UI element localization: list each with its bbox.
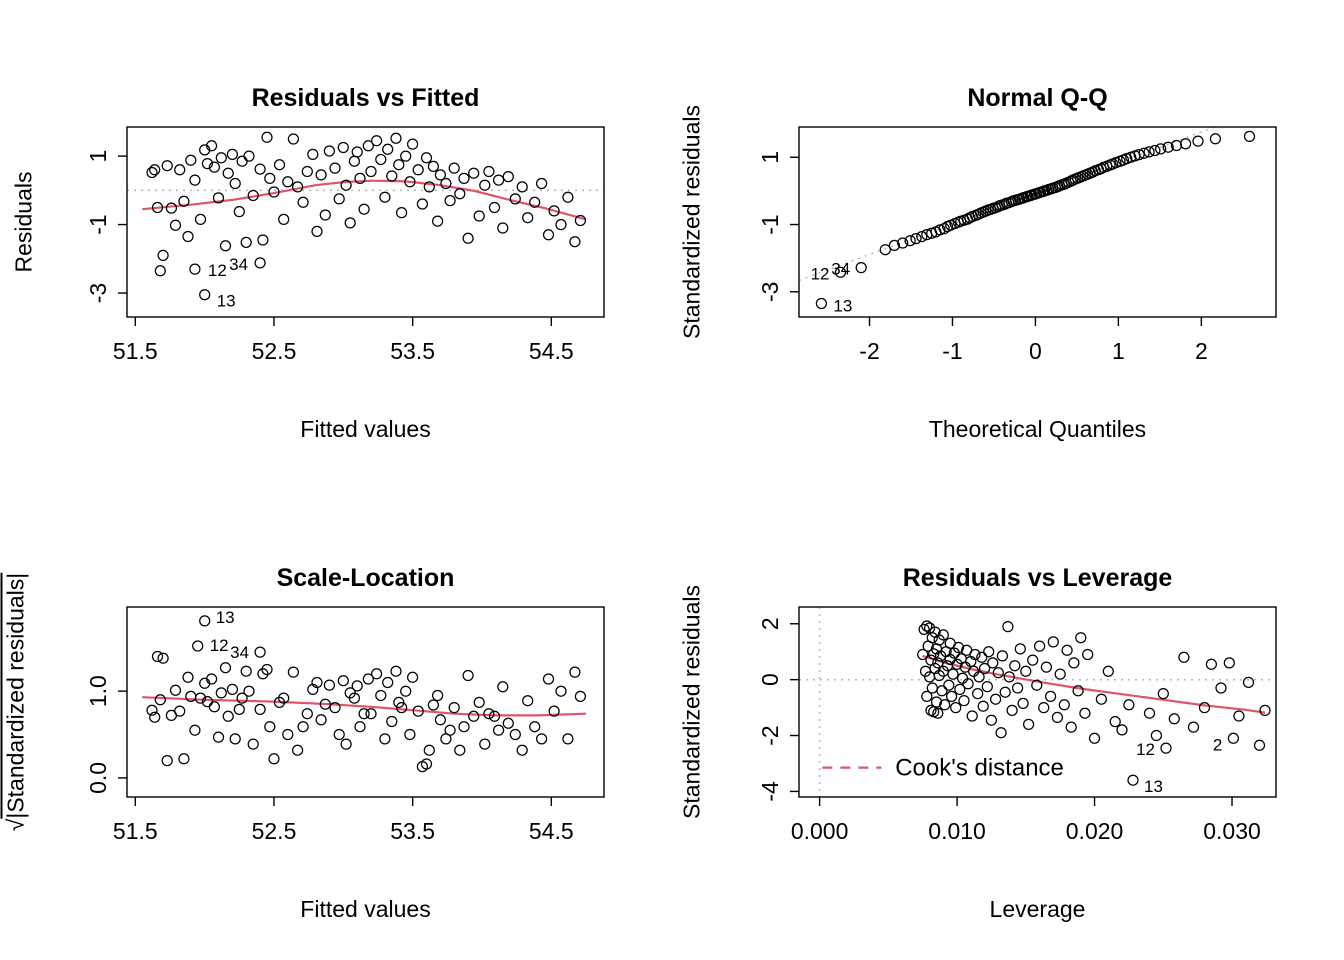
svg-text:0: 0 [1029, 338, 1042, 364]
residuals-vs-fitted-plot: 12 34 13 51.5 52.5 53.5 54.5 -3 -1 1 [85, 126, 605, 364]
svg-text:0: 0 [757, 673, 783, 686]
svg-text:-1: -1 [942, 338, 962, 364]
chart-title: Residuals vs Leverage [902, 564, 1173, 592]
x-axis-label: Fitted values [300, 896, 431, 922]
panel-residuals-vs-fitted: Residuals vs Fitted Residuals 12 34 13 51.5… [0, 0, 672, 480]
svg-text:12: 12 [1136, 740, 1155, 759]
svg-text:54.5: 54.5 [529, 338, 574, 364]
svg-text:13: 13 [833, 297, 852, 316]
panel-residuals-vs-leverage: Residuals vs Leverage Standardized resid… [672, 480, 1344, 960]
svg-text:52.5: 52.5 [252, 338, 297, 364]
svg-text:2: 2 [757, 617, 783, 630]
x-axis-label: Theoretical Quantiles [928, 416, 1147, 442]
svg-text:2: 2 [1213, 735, 1222, 754]
svg-text:34: 34 [230, 643, 249, 662]
panel-normal-qq: Normal Q-Q Standardized residuals 13 12 34… [672, 0, 1344, 480]
svg-text:53.5: 53.5 [390, 338, 435, 364]
svg-text:1: 1 [1112, 338, 1125, 364]
svg-text:0.0: 0.0 [85, 762, 111, 794]
chart-title: Residuals vs Fitted [251, 84, 480, 112]
svg-text:52.5: 52.5 [252, 818, 297, 844]
svg-text:12: 12 [811, 264, 830, 283]
svg-text:-4: -4 [757, 781, 783, 802]
svg-text:12: 12 [210, 636, 229, 655]
svg-text:0.000: 0.000 [791, 818, 849, 844]
svg-text:-3: -3 [85, 283, 111, 303]
svg-text:-2: -2 [757, 725, 783, 745]
svg-text:-2: -2 [859, 338, 879, 364]
svg-text:2: 2 [1195, 338, 1208, 364]
x-axis-label: Leverage [989, 896, 1086, 922]
svg-text:13: 13 [1144, 777, 1163, 796]
panel-scale-location: Scale-Location √|Standardized residuals|… [0, 480, 672, 960]
svg-text:53.5: 53.5 [390, 818, 435, 844]
svg-text:51.5: 51.5 [113, 818, 158, 844]
svg-text:-3: -3 [757, 282, 783, 302]
svg-text:51.5: 51.5 [113, 338, 158, 364]
svg-text:1: 1 [757, 151, 783, 164]
scale-location-plot: 13 12 34 51.5 52.5 53.5 54.5 0.0 1.0 [85, 606, 605, 844]
x-axis-label: Fitted values [300, 416, 431, 442]
svg-text:13: 13 [216, 608, 235, 627]
chart-title: Scale-Location [276, 564, 455, 592]
svg-text:34: 34 [229, 255, 248, 274]
chart-title: Normal Q-Q [967, 84, 1108, 112]
svg-text:1.0: 1.0 [85, 675, 111, 707]
svg-text:0.010: 0.010 [928, 818, 986, 844]
svg-text:0.020: 0.020 [1066, 818, 1124, 844]
svg-text:13: 13 [217, 292, 236, 311]
svg-text:-1: -1 [757, 214, 783, 234]
svg-text:Cook's distance: Cook's distance [895, 755, 1064, 782]
svg-text:0.030: 0.030 [1203, 818, 1261, 844]
svg-text:12: 12 [208, 261, 227, 280]
svg-text:54.5: 54.5 [529, 818, 574, 844]
svg-text:34: 34 [831, 260, 850, 279]
residuals-vs-leverage-plot: 12 13 2 0.000 0.010 0.020 0.030 -4 -2 0 2 Cook's di… [757, 606, 1277, 844]
svg-text:-1: -1 [85, 214, 111, 234]
svg-text:1: 1 [85, 150, 111, 163]
